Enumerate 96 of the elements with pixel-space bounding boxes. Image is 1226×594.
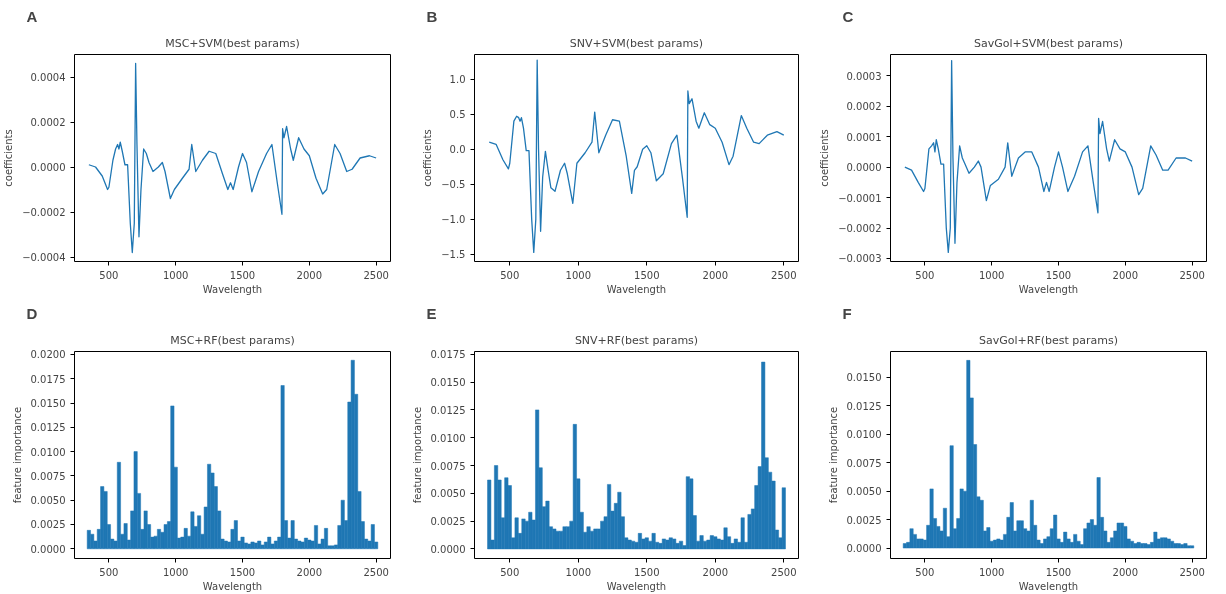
y-tick-label: 0.0001 <box>846 131 882 143</box>
x-tick-label: 2500 <box>363 566 389 578</box>
y-tick-label: −0.0002 <box>838 223 882 235</box>
chart-title: MSC+SVM(best params) <box>165 36 300 50</box>
y-tick-label: 0.0175 <box>430 349 466 361</box>
y-tick-label: −1.0 <box>441 214 466 226</box>
y-axis-title: coefficients <box>819 129 831 187</box>
y-tick-label: 0.0100 <box>430 432 466 444</box>
y-tick-label: 0.0050 <box>846 486 882 498</box>
x-tick-label: 1500 <box>634 566 660 578</box>
x-tick-label: 2500 <box>771 269 797 281</box>
x-tick-label: 1500 <box>1045 566 1072 578</box>
y-tick-label: 0.0000 <box>430 543 466 555</box>
y-tick-label: 0.0100 <box>30 446 66 458</box>
y-tick-label: 0.0175 <box>30 373 66 385</box>
y-tick-label: 0.0075 <box>30 470 66 482</box>
y-tick-label: 0.0050 <box>30 495 66 507</box>
y-tick-label: 0.0125 <box>846 400 882 412</box>
x-tick-label: 500 <box>915 566 935 578</box>
x-tick-label: 2000 <box>1112 566 1139 578</box>
y-tick-label: 0.0025 <box>846 514 882 526</box>
y-tick-label: −0.0004 <box>22 252 66 263</box>
x-tick-label: 1000 <box>565 269 591 281</box>
x-tick-label: 500 <box>915 269 935 281</box>
y-tick-label: 0.0075 <box>430 460 466 472</box>
y-tick-label: 0.0125 <box>430 404 466 416</box>
y-tick-label: 0.0025 <box>30 519 66 531</box>
y-tick-label: 0.0150 <box>30 398 66 410</box>
y-tick-label: 0.0000 <box>30 543 66 555</box>
y-tick-label: 0.0200 <box>30 349 66 361</box>
y-tick-label: 1.0 <box>449 74 466 86</box>
x-axis-title: Wavelength <box>606 580 667 592</box>
x-tick-label: 2500 <box>771 566 797 578</box>
x-tick-label: 2000 <box>702 269 728 281</box>
x-axis-title: Wavelength <box>606 283 667 295</box>
chart-title: SNV+SVM(best params) <box>569 36 704 50</box>
y-tick-label: 0.0025 <box>430 516 466 528</box>
y-tick-label: −0.0002 <box>22 207 66 218</box>
y-tick-label: 0.0050 <box>430 488 466 500</box>
chart-title: MSC+RF(best params) <box>170 333 295 347</box>
x-tick-label: 1000 <box>978 269 1005 281</box>
x-tick-label: 2500 <box>1179 566 1205 578</box>
x-axis-title: Wavelength <box>1018 580 1079 592</box>
chart-title: SavGol+SVM(best params) <box>973 36 1124 50</box>
x-tick-label: 500 <box>99 566 119 578</box>
x-tick-label: 1500 <box>229 566 256 578</box>
x-tick-label: 1000 <box>162 566 189 578</box>
x-tick-label: 1000 <box>162 269 189 281</box>
x-tick-label: 500 <box>99 269 119 281</box>
y-tick-label: −0.0003 <box>838 253 882 265</box>
x-tick-label: 2000 <box>1112 269 1139 281</box>
x-tick-label: 500 <box>500 269 520 281</box>
x-tick-label: 1500 <box>229 269 256 281</box>
y-tick-label: 0.0000 <box>846 543 882 555</box>
text: B <box>426 7 438 25</box>
chart-title: SavGol+RF(best params) <box>978 333 1119 347</box>
x-tick-label: 2000 <box>702 566 728 578</box>
text: C <box>842 7 854 25</box>
y-tick-label: 0.0002 <box>30 117 66 128</box>
y-tick-label: −0.5 <box>441 179 466 191</box>
y-tick-label: 0.0002 <box>846 101 882 113</box>
x-tick-label: 2500 <box>363 269 389 281</box>
y-axis-title: feature importance <box>827 406 839 504</box>
y-tick-label: 0.0150 <box>430 377 466 389</box>
x-tick-label: 500 <box>500 566 520 578</box>
y-tick-label: 0.0004 <box>30 72 66 83</box>
x-tick-label: 1000 <box>978 566 1005 578</box>
y-tick-label: 0.0000 <box>846 162 882 174</box>
y-tick-label: 0.0125 <box>30 422 66 434</box>
x-axis-title: Wavelength <box>202 580 263 592</box>
y-tick-label: 0.0 <box>449 144 466 156</box>
y-tick-label: 0.0003 <box>846 70 882 82</box>
y-tick-label: 0.0100 <box>846 429 882 441</box>
y-axis-title: feature importance <box>411 406 423 504</box>
y-axis-title: coefficients <box>422 129 434 187</box>
y-tick-label: 0.5 <box>449 109 466 121</box>
x-tick-label: 1500 <box>634 269 660 281</box>
text: E <box>426 304 437 322</box>
x-axis-title: Wavelength <box>1018 283 1079 295</box>
y-tick-label: 0.0000 <box>30 162 66 173</box>
y-axis-title: feature importance <box>11 406 23 504</box>
x-tick-label: 1500 <box>1045 269 1072 281</box>
x-tick-label: 1000 <box>565 566 591 578</box>
y-axis-title: coefficients <box>3 129 15 187</box>
text: A <box>26 7 38 25</box>
y-tick-label: 0.0075 <box>846 457 882 469</box>
x-tick-label: 2500 <box>1179 269 1205 281</box>
x-axis-title: Wavelength <box>202 283 263 295</box>
y-tick-label: 0.0150 <box>846 372 882 384</box>
y-tick-label: −0.0001 <box>838 192 882 204</box>
text: D <box>26 304 38 322</box>
y-tick-label: −1.5 <box>441 249 466 261</box>
text: F <box>842 304 852 322</box>
x-tick-label: 2000 <box>296 566 323 578</box>
x-tick-label: 2000 <box>296 269 323 281</box>
chart-title: SNV+RF(best params) <box>574 333 699 347</box>
